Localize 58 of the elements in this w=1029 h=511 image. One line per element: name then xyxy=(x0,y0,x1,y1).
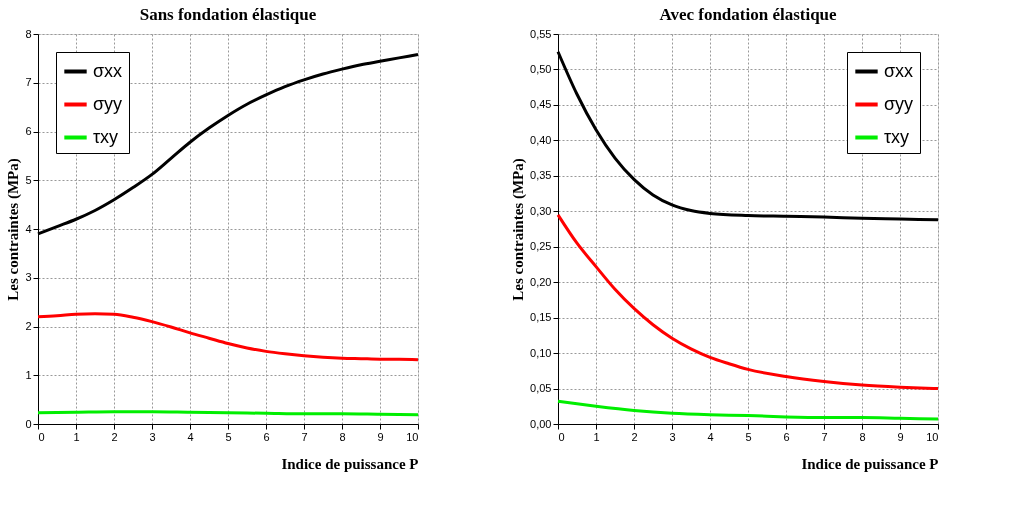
line-series xyxy=(556,399,940,421)
x-tick-label: 4 xyxy=(187,430,194,443)
y-tick-label: 0,55 xyxy=(530,27,552,40)
y-tick-label: 0 xyxy=(25,417,32,430)
x-tick-label: 1 xyxy=(73,430,80,443)
x-tick-label: 8 xyxy=(859,430,866,443)
x-tick-label: 6 xyxy=(263,430,270,443)
x-tick-label: 9 xyxy=(377,430,384,443)
x-tick-label: 5 xyxy=(745,430,752,443)
x-tick-label: 4 xyxy=(707,430,714,443)
y-tick-label: 0,25 xyxy=(530,240,552,253)
x-tick-label: 2 xyxy=(631,430,638,443)
x-tick-label: 7 xyxy=(821,430,828,443)
x-tick-label: 3 xyxy=(149,430,156,443)
y-tick-label: 8 xyxy=(25,27,32,40)
y-tick-label: 7 xyxy=(25,76,32,89)
legend-label: σxx xyxy=(93,60,123,81)
legend-label: σyy xyxy=(884,93,914,114)
line-series xyxy=(556,213,940,391)
y-tick-label: 5 xyxy=(25,173,32,186)
y-tick-label: 0,20 xyxy=(530,275,552,288)
x-tick-label: 2 xyxy=(111,430,118,443)
x-tick-label: 10 xyxy=(406,430,419,443)
x-tick-label: 7 xyxy=(301,430,308,443)
y-tick-label: 0,45 xyxy=(530,98,552,111)
x-axis-title: Indice de puissance P xyxy=(281,455,419,472)
chart-title: Sans fondation élastique xyxy=(139,5,317,24)
legend-label: σxx xyxy=(884,60,914,81)
y-tick-label: 0,40 xyxy=(530,133,552,146)
x-tick-label: 1 xyxy=(593,430,600,443)
line-series xyxy=(36,312,420,362)
legend-label: τxy xyxy=(884,126,910,147)
y-tick-label: 0,30 xyxy=(530,204,552,217)
y-tick-label: 2 xyxy=(25,320,32,332)
x-tick-label: 0 xyxy=(38,430,45,443)
x-tick-label: 8 xyxy=(339,430,346,443)
x-tick-label: 9 xyxy=(897,430,904,443)
y-tick-label: 0,15 xyxy=(530,311,552,324)
y-axis-title: Les contraintes (MPa) xyxy=(510,158,528,301)
y-tick-label: 4 xyxy=(25,222,32,235)
y-tick-label: 3 xyxy=(25,271,32,284)
chart-title: Avec fondation élastique xyxy=(659,5,838,24)
legend-label: τxy xyxy=(93,126,119,147)
x-tick-label: 3 xyxy=(669,430,676,443)
y-tick-label: 0,50 xyxy=(530,62,552,75)
y-tick-label: 0,00 xyxy=(530,417,552,430)
y-tick-label: 0,10 xyxy=(530,346,552,359)
x-tick-label: 10 xyxy=(926,430,939,443)
legend-label: σyy xyxy=(93,93,123,114)
x-tick-label: 6 xyxy=(783,430,790,443)
y-tick-label: 0,05 xyxy=(530,382,552,395)
y-axis-title: Les contraintes (MPa) xyxy=(5,158,23,301)
y-tick-label: 1 xyxy=(25,368,32,381)
x-axis-title: Indice de puissance P xyxy=(801,455,939,472)
y-tick-label: 6 xyxy=(25,125,32,137)
y-tick-label: 0,35 xyxy=(530,169,552,182)
x-tick-label: 5 xyxy=(225,430,232,443)
x-tick-label: 0 xyxy=(558,430,565,443)
